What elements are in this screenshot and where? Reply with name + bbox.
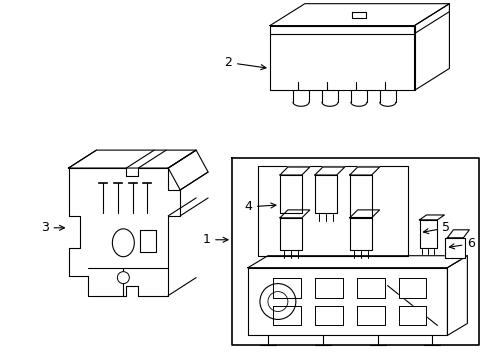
Text: 3: 3 [41, 221, 64, 234]
Polygon shape [414, 4, 448, 90]
Polygon shape [445, 238, 465, 258]
Polygon shape [279, 218, 301, 250]
Polygon shape [314, 306, 342, 325]
Polygon shape [314, 167, 344, 175]
Polygon shape [269, 4, 448, 26]
Polygon shape [279, 210, 309, 218]
Polygon shape [447, 230, 468, 238]
Text: 1: 1 [202, 233, 227, 246]
Polygon shape [398, 278, 426, 298]
Polygon shape [68, 168, 180, 296]
Text: 2: 2 [224, 56, 265, 69]
Polygon shape [314, 278, 342, 298]
Polygon shape [356, 278, 384, 298]
Text: 5: 5 [423, 221, 449, 234]
Polygon shape [349, 210, 379, 218]
Polygon shape [279, 167, 309, 175]
Polygon shape [272, 306, 300, 325]
Polygon shape [349, 167, 379, 175]
Polygon shape [419, 215, 444, 220]
Polygon shape [68, 150, 196, 168]
Polygon shape [168, 150, 208, 190]
Polygon shape [314, 175, 336, 213]
Circle shape [260, 284, 295, 319]
Text: 6: 6 [448, 237, 474, 250]
Polygon shape [356, 306, 384, 325]
Polygon shape [269, 26, 414, 90]
Polygon shape [419, 220, 437, 248]
Polygon shape [247, 256, 467, 268]
Polygon shape [247, 268, 447, 336]
Polygon shape [351, 12, 365, 18]
Text: 4: 4 [244, 201, 275, 213]
Circle shape [117, 272, 129, 284]
Polygon shape [272, 278, 300, 298]
Ellipse shape [112, 229, 134, 257]
Circle shape [267, 292, 287, 311]
Polygon shape [447, 256, 467, 336]
Polygon shape [398, 306, 426, 325]
Polygon shape [349, 218, 371, 250]
Polygon shape [349, 175, 371, 217]
Polygon shape [279, 175, 301, 213]
